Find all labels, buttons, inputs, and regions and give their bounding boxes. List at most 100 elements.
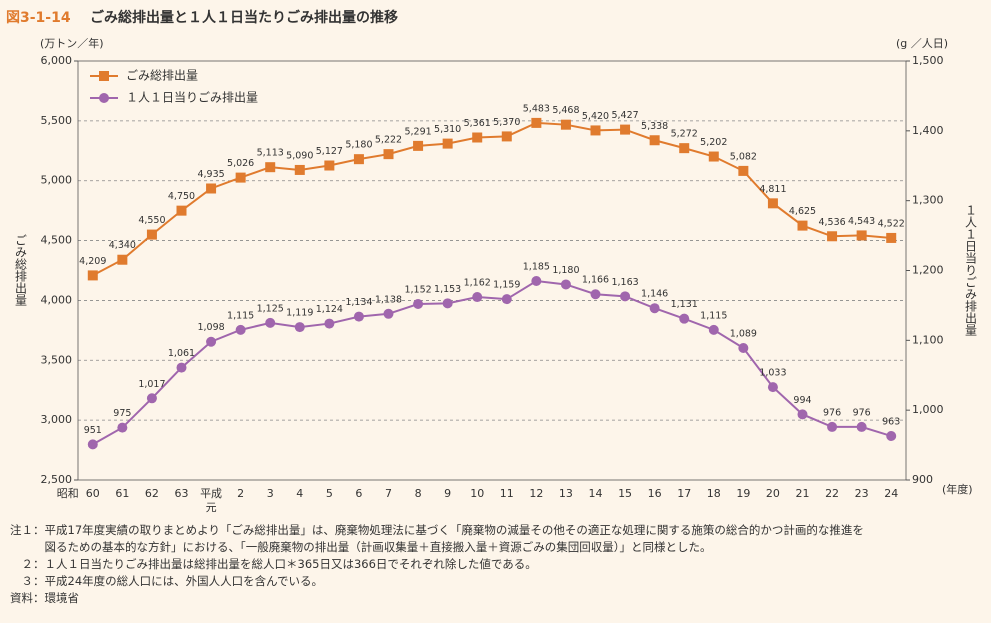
series-line	[92, 279, 892, 446]
data-label: 5,202	[700, 137, 727, 148]
marker	[738, 343, 749, 354]
x-tick-label: 62	[145, 487, 159, 500]
marker	[856, 230, 867, 241]
x-tick-label: 16	[648, 487, 662, 500]
data-label: 4,935	[197, 169, 224, 180]
data-label: 4,625	[789, 206, 816, 217]
data-label: 5,370	[493, 117, 520, 128]
chart: 図3-1-14 ごみ総排出量と１人１日当たりごみ排出量の推移 (万トン／年) (…	[6, 9, 978, 514]
y2-tick-label: 1,000	[912, 403, 944, 416]
data-label: 1,134	[345, 297, 372, 308]
y2-unit: (g ／人日)	[896, 37, 948, 50]
y2-tick-label: 1,500	[912, 54, 944, 67]
x-tick-label: 20	[766, 487, 780, 500]
y-tick-label: 3,500	[41, 353, 73, 366]
data-label: 963	[882, 417, 900, 428]
marker	[442, 138, 453, 149]
y2-tick-label: 1,400	[912, 124, 944, 137]
y-tick-label: 3,000	[41, 413, 73, 426]
marker	[501, 131, 512, 142]
data-label: 1,131	[671, 299, 698, 310]
note-line: ３：平成24年度の総人口には、外国人人口を含んでいる。	[10, 574, 324, 588]
x-tick-label: 11	[500, 487, 514, 500]
data-label: 5,113	[257, 148, 284, 159]
data-label: 5,468	[552, 105, 579, 116]
note-line: 資料：環境省	[10, 591, 79, 605]
marker	[353, 154, 364, 165]
data-label: 5,026	[227, 158, 254, 169]
y2-tick-label: 1,300	[912, 194, 944, 207]
marker	[383, 149, 394, 160]
marker	[265, 317, 276, 328]
x-tick-label: 13	[559, 487, 573, 500]
legend-marker	[99, 93, 109, 103]
data-label: 4,340	[109, 240, 136, 251]
data-label: 1,033	[759, 368, 786, 379]
x-tick-label: 60	[86, 487, 100, 500]
marker	[413, 140, 424, 151]
marker	[797, 409, 808, 420]
marker	[886, 431, 897, 442]
marker	[87, 439, 98, 450]
data-label: 1,061	[168, 348, 195, 359]
data-label: 1,153	[434, 284, 461, 295]
data-label: 1,162	[464, 278, 491, 289]
data-label: 1,180	[552, 265, 579, 276]
data-label: 5,222	[375, 135, 402, 146]
notes: 注１：平成17年度実績の取りまとめより「ごみ総排出量」は、廃棄物処理法に基づく「…	[10, 522, 864, 607]
data-label: 976	[823, 407, 841, 418]
x-tick-label: 元	[206, 501, 217, 514]
x-tick-label: 2	[237, 487, 244, 500]
y2-axis-title: １人１日当りごみ排出量	[964, 204, 978, 336]
marker	[531, 117, 542, 128]
marker	[501, 294, 512, 305]
legend-marker	[99, 71, 109, 81]
data-label: 5,082	[730, 151, 757, 162]
marker	[472, 292, 483, 303]
marker	[146, 393, 157, 404]
y-axis-title: ごみ総排出量	[14, 234, 28, 306]
x-tick-label: 4	[296, 487, 303, 500]
data-label: 1,152	[404, 285, 431, 296]
data-label: 4,536	[818, 217, 845, 228]
x-tick-label: 19	[736, 487, 750, 500]
x-tick-label: 12	[529, 487, 543, 500]
marker	[590, 289, 601, 300]
legend-label: ごみ総排出量	[126, 68, 198, 83]
marker	[649, 135, 660, 146]
note-line: 注１：平成17年度実績の取りまとめより「ごみ総排出量」は、廃棄物処理法に基づく「…	[10, 523, 864, 537]
x-unit: (年度)	[942, 482, 973, 496]
data-label: 975	[113, 408, 131, 419]
marker	[856, 421, 867, 432]
x-tick-label: 10	[470, 487, 484, 500]
marker	[324, 160, 335, 171]
y2-tick-label: 900	[912, 473, 933, 486]
data-label: 951	[84, 425, 102, 436]
data-label: 1,098	[197, 322, 224, 333]
data-label: 1,185	[523, 261, 550, 272]
data-label: 5,180	[345, 140, 372, 151]
y2-tick-label: 1,100	[912, 333, 944, 346]
data-label: 4,543	[848, 216, 875, 227]
marker	[886, 232, 897, 243]
legend-label: １人１日当りごみ排出量	[126, 90, 258, 105]
marker	[620, 291, 631, 302]
data-label: 4,522	[878, 218, 905, 229]
marker	[176, 362, 187, 373]
era-label: 平成	[200, 487, 222, 500]
data-label: 1,138	[375, 294, 402, 305]
marker	[117, 422, 128, 433]
x-tick-label: 6	[355, 487, 362, 500]
x-tick-label: 5	[326, 487, 333, 500]
y-tick-label: 6,000	[41, 54, 73, 67]
marker	[738, 165, 749, 176]
data-label: 4,209	[79, 256, 106, 267]
x-tick-label: 23	[855, 487, 869, 500]
data-label: 1,124	[316, 304, 343, 315]
x-tick-label: 3	[267, 487, 274, 500]
data-label: 1,115	[700, 310, 727, 321]
data-label: 5,427	[611, 110, 638, 121]
marker	[620, 124, 631, 135]
marker	[294, 322, 305, 333]
data-label: 5,310	[434, 124, 461, 135]
